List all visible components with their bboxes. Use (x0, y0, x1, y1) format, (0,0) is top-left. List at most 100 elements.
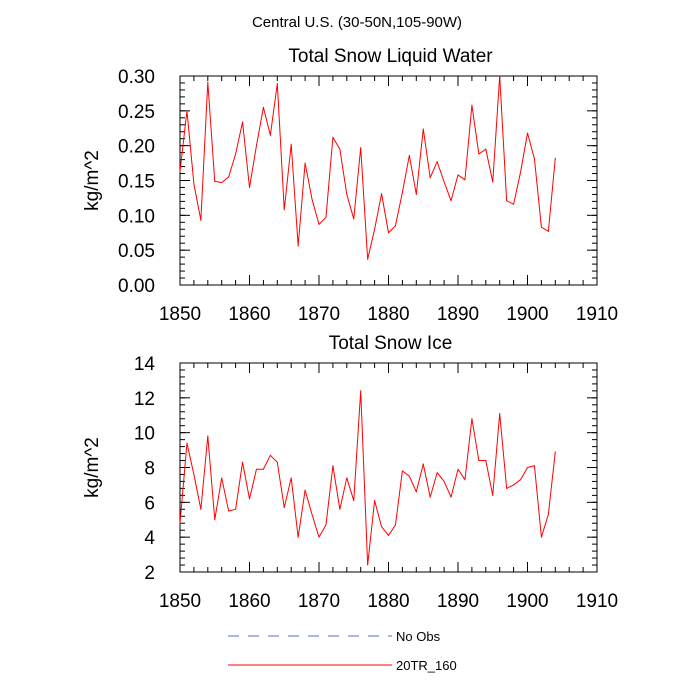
data-point (276, 83, 278, 85)
data-point (332, 465, 334, 467)
data-point (325, 216, 327, 218)
y-tick-label: 0.10 (118, 206, 155, 227)
data-point (457, 468, 459, 470)
data-point (228, 510, 230, 512)
data-point (478, 460, 480, 462)
data-point (520, 479, 522, 481)
x-tick-label: 1900 (506, 304, 548, 325)
y-axis-label: kg/m^2 (82, 150, 103, 211)
data-point (297, 536, 299, 538)
data-point (207, 435, 209, 437)
data-point (506, 487, 508, 489)
x-tick-label: 1850 (159, 591, 201, 612)
data-point (450, 200, 452, 202)
legend: No Obs 20TR_160 (228, 629, 457, 673)
data-point (186, 110, 188, 112)
x-tick-label: 1870 (298, 591, 340, 612)
data-point (457, 174, 459, 176)
data-point (485, 148, 487, 150)
data-point (422, 128, 424, 130)
data-point (408, 154, 410, 156)
data-point (513, 203, 515, 205)
data-point (304, 489, 306, 491)
data-point (401, 191, 403, 193)
data-point (527, 467, 528, 468)
x-tick-label: 1910 (576, 304, 618, 325)
data-point (339, 148, 341, 150)
data-point (401, 470, 403, 472)
data-point (193, 183, 195, 185)
panel-title: Total Snow Liquid Water (288, 46, 493, 67)
data-point (388, 534, 389, 536)
data-point (276, 461, 278, 463)
data-point (311, 198, 313, 200)
data-point (200, 219, 202, 221)
data-point (207, 81, 209, 83)
data-point (394, 524, 396, 526)
data-point (262, 106, 264, 108)
data-point (492, 494, 494, 496)
legend-label-1: No Obs (396, 629, 441, 644)
data-point (381, 193, 383, 195)
data-point (179, 522, 181, 524)
data-point (547, 514, 549, 516)
y-tick-label: 10 (134, 424, 155, 445)
data-point (415, 491, 417, 493)
x-tick-label: 1910 (576, 591, 618, 612)
x-tick-label: 1890 (437, 591, 479, 612)
legend-label-2: 20TR_160 (396, 658, 457, 673)
data-point (360, 147, 362, 149)
data-point (221, 477, 223, 479)
data-point (221, 182, 223, 184)
data-point (464, 179, 466, 181)
y-tick-label: 0.30 (118, 67, 155, 88)
data-point (311, 514, 313, 516)
data-point (353, 500, 355, 502)
y-axis-label: kg/m^2 (82, 437, 103, 498)
data-point (485, 460, 487, 462)
y-tick-label: 0.20 (118, 137, 155, 158)
data-point (374, 500, 376, 502)
data-point (318, 536, 320, 538)
data-point (381, 526, 383, 528)
data-point (283, 507, 285, 509)
data-point (443, 181, 445, 183)
data-point (492, 181, 494, 183)
data-point (513, 484, 515, 486)
data-point (353, 218, 355, 220)
data-point (533, 158, 535, 160)
data-point (214, 519, 216, 521)
x-tick-label: 1870 (298, 304, 340, 325)
data-point (193, 473, 195, 475)
data-point (367, 258, 369, 260)
data-point (554, 157, 556, 159)
x-tick-label: 1850 (159, 304, 201, 325)
y-tick-label: 0.15 (118, 172, 155, 193)
x-tick-label: 1890 (437, 304, 479, 325)
data-point (506, 200, 508, 202)
data-point (249, 498, 250, 500)
y-tick-label: 6 (144, 493, 155, 514)
data-point (436, 472, 438, 474)
y-tick-label: 4 (144, 528, 155, 549)
data-point (422, 463, 424, 465)
data-point (325, 524, 327, 526)
data-point (269, 454, 271, 456)
data-point (499, 75, 501, 77)
data-point (547, 230, 549, 232)
data-point (429, 177, 431, 179)
panel-1: Total Snow Liquid Water kg/m^2 1850 1860 187… (82, 46, 618, 325)
data-point (360, 390, 362, 392)
data-point (228, 176, 230, 178)
data-point (533, 465, 535, 467)
data-point (290, 143, 292, 145)
data-point (436, 161, 438, 163)
data-point (186, 442, 188, 444)
data-point (346, 477, 348, 479)
data-point (527, 132, 528, 134)
data-point (388, 232, 389, 234)
data-point (394, 225, 396, 227)
data-point (374, 228, 376, 230)
